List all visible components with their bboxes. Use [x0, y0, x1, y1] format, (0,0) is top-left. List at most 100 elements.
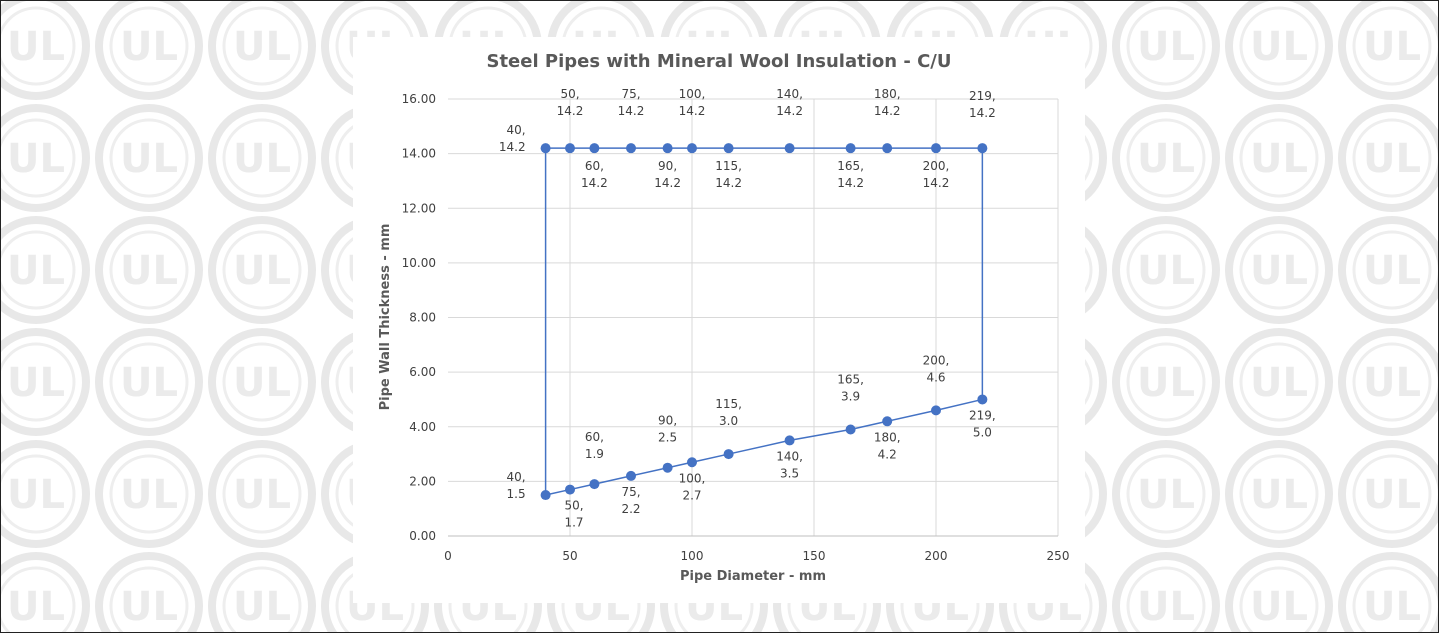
data-label-line: 14.2 — [715, 176, 742, 190]
data-label: 200, 4.6 — [923, 353, 950, 384]
data-label-line: 14.2 — [923, 176, 950, 190]
data-point — [882, 143, 893, 154]
data-label-line: 115, — [715, 397, 742, 411]
data-label-line: 3.0 — [719, 414, 738, 428]
data-label-line: 14.2 — [837, 176, 864, 190]
y-tick-label: 16.00 — [402, 92, 436, 106]
data-point — [540, 143, 551, 154]
data-label-line: 140, — [776, 87, 803, 101]
y-tick-label: 2.00 — [409, 474, 436, 488]
data-point — [723, 143, 734, 154]
data-label: 60, 1.9 — [585, 430, 604, 461]
x-axis-label: Pipe Diameter - mm — [680, 569, 826, 584]
data-label-line: 14.2 — [776, 104, 803, 118]
data-point — [662, 462, 673, 473]
data-label-line: 219, — [969, 89, 996, 103]
data-label: 180, 4.2 — [874, 430, 901, 461]
data-point — [784, 435, 795, 446]
data-label: 40, 14.2 — [499, 123, 526, 154]
x-tick-label: 250 — [1047, 549, 1070, 563]
data-label-line: 2.5 — [658, 431, 677, 445]
data-point — [723, 449, 734, 460]
data-label: 90, 14.2 — [654, 159, 681, 190]
data-label: 50, 14.2 — [557, 87, 584, 118]
data-label-line: 90, — [658, 414, 677, 428]
y-tick-label: 12.00 — [402, 201, 436, 215]
data-label-line: 1.9 — [585, 447, 604, 461]
data-label: 75, 2.2 — [621, 485, 640, 516]
data-point — [845, 143, 856, 154]
data-label-line: 14.2 — [679, 104, 706, 118]
data-label-line: 180, — [874, 430, 901, 444]
data-point — [540, 490, 551, 501]
data-label-line: 75, — [621, 485, 640, 499]
y-tick-label: 0.00 — [409, 529, 436, 543]
data-label-line: 200, — [923, 353, 950, 367]
data-label-line: 180, — [874, 87, 901, 101]
data-point — [589, 143, 600, 154]
data-point — [977, 394, 988, 405]
data-label-line: 14.2 — [874, 104, 901, 118]
data-point — [565, 484, 575, 495]
data-label: 165, 3.9 — [837, 372, 864, 403]
data-label-line: 140, — [776, 449, 803, 463]
data-label-line: 14.2 — [618, 104, 645, 118]
data-label-line: 40, — [507, 470, 526, 484]
x-tick-label: 150 — [803, 549, 826, 563]
chart-title: Steel Pipes with Mineral Wool Insulation… — [486, 51, 951, 72]
data-point — [931, 143, 941, 154]
x-tick-label: 0 — [444, 549, 452, 563]
y-tick-label: 10.00 — [402, 256, 436, 270]
data-point — [626, 143, 636, 154]
data-label: 50, 1.7 — [564, 499, 583, 530]
data-label: 75, 14.2 — [618, 87, 645, 118]
data-point — [687, 457, 697, 468]
data-label-line: 200, — [923, 159, 950, 173]
data-label: 40, 1.5 — [507, 470, 526, 501]
data-label-line: 60, — [585, 159, 604, 173]
data-label-line: 100, — [679, 471, 706, 485]
data-label-line: 3.9 — [841, 389, 860, 403]
data-label-line: 50, — [560, 87, 579, 101]
data-label: 180, 14.2 — [874, 87, 901, 118]
data-label: 200, 14.2 — [923, 159, 950, 190]
y-tick-label: 8.00 — [409, 311, 436, 325]
data-label-line: 219, — [969, 408, 996, 422]
data-label-line: 5.0 — [973, 425, 992, 439]
y-axis-label: Pipe Wall Thickness - mm — [378, 224, 393, 411]
data-label: 219, 14.2 — [969, 89, 996, 120]
y-tick-label: 14.00 — [402, 147, 436, 161]
x-tick-label: 100 — [681, 549, 704, 563]
data-label: 165, 14.2 — [837, 159, 864, 190]
data-point — [626, 470, 636, 481]
data-label-line: 14.2 — [499, 140, 526, 154]
data-label-line: 14.2 — [654, 176, 681, 190]
data-point — [977, 143, 988, 154]
data-label-line: 50, — [564, 499, 583, 513]
data-label: 115, 3.0 — [715, 397, 742, 428]
x-tick-label: 200 — [925, 549, 948, 563]
data-point — [589, 479, 600, 490]
data-label: 140, 3.5 — [776, 449, 803, 480]
y-tick-label: 6.00 — [409, 365, 436, 379]
data-point — [931, 405, 941, 416]
data-label-line: 14.2 — [969, 106, 996, 120]
data-label-line: 1.7 — [564, 516, 583, 530]
data-label-line: 2.2 — [621, 502, 640, 516]
data-label-line: 40, — [507, 123, 526, 137]
data-label-line: 75, — [621, 87, 640, 101]
data-label: 60, 14.2 — [581, 159, 608, 190]
data-label-line: 4.6 — [926, 370, 945, 384]
data-label-line: 14.2 — [581, 176, 608, 190]
data-point — [662, 143, 673, 154]
data-label-line: 90, — [658, 159, 677, 173]
chart-area — [353, 37, 1085, 603]
data-point — [565, 143, 575, 154]
data-label: 100, 14.2 — [679, 87, 706, 118]
data-point — [784, 143, 795, 154]
data-label-line: 3.5 — [780, 466, 799, 480]
data-label-line: 14.2 — [557, 104, 584, 118]
data-label: 115, 14.2 — [715, 159, 742, 190]
data-label: 140, 14.2 — [776, 87, 803, 118]
